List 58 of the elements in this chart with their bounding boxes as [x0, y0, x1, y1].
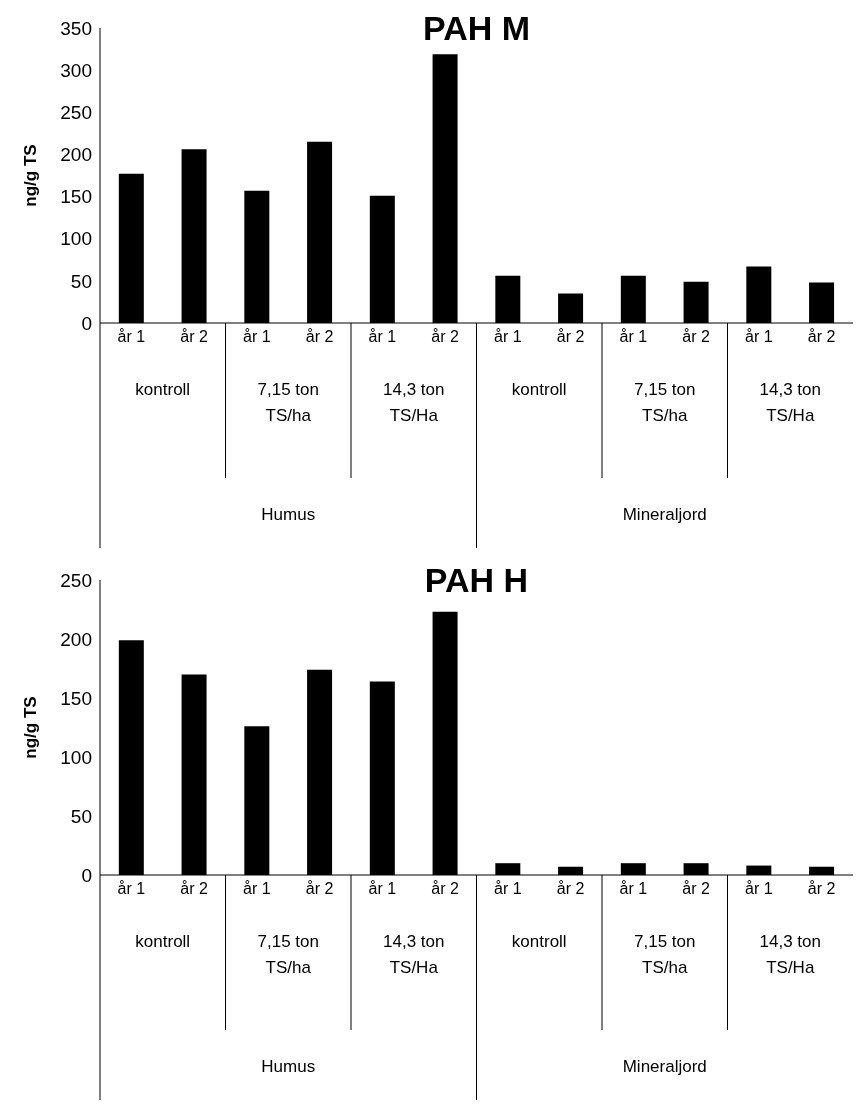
x-tick-label: år 1	[368, 328, 397, 346]
y-tick-label: 0	[81, 864, 92, 886]
y-tick-label: 200	[60, 144, 92, 166]
x-tick-label: år 2	[431, 328, 460, 346]
y-tick-label: 200	[60, 628, 92, 650]
text: Humus	[261, 1057, 316, 1076]
x-tick-label: år 1	[494, 880, 522, 898]
x-tick-label: år 1	[243, 880, 271, 898]
y-axis-title: ng/g TS	[21, 696, 41, 759]
chart-title: PAH M	[422, 8, 531, 48]
y-tick-label: 150	[60, 186, 92, 208]
y-tick-label: 150	[60, 687, 92, 709]
x-tick-label: år 2	[431, 880, 460, 898]
text: 7,15 ton TS/ha	[634, 932, 696, 977]
x-tick-label: år 2	[180, 880, 209, 898]
x-tick-label: år 1	[117, 328, 146, 346]
x-tick-label: år 2	[305, 880, 334, 898]
x-tick-label: år 1	[368, 880, 397, 898]
x-tick-label: år 1	[745, 880, 773, 898]
y-tick-label: 100	[60, 746, 92, 768]
y-tick-label: 300	[60, 59, 92, 81]
text: 7,15 ton TS/ha	[634, 380, 696, 425]
text: 7,15 ton TS/ha	[257, 380, 319, 425]
text: 7,15 ton TS/ha	[257, 932, 319, 977]
text: kontroll	[135, 380, 191, 399]
y-tick-label: 0	[81, 312, 92, 334]
y-tick-label: 350	[60, 17, 92, 39]
y-tick-label: 250	[60, 102, 92, 124]
text: 14,3 ton TS/Ha	[383, 932, 445, 977]
text: 14,3 ton TS/Ha	[759, 932, 821, 977]
x-tick-label: år 1	[619, 880, 648, 898]
x-tick-label: år 2	[556, 880, 585, 898]
x-tick-label: år 2	[180, 328, 209, 346]
y-tick-label: 50	[70, 270, 92, 292]
x-tick-label: år 1	[243, 328, 271, 346]
y-axis-title: ng/g TS	[21, 144, 41, 207]
x-tick-label: år 1	[494, 328, 522, 346]
x-tick-label: år 1	[745, 328, 773, 346]
text: 14,3 ton TS/Ha	[383, 380, 445, 425]
x-tick-label: år 2	[305, 328, 334, 346]
x-tick-label: år 1	[117, 880, 146, 898]
x-tick-label: år 2	[682, 328, 711, 346]
y-tick-label: 250	[60, 569, 92, 591]
x-tick-label: år 2	[807, 880, 836, 898]
text: Mineraljord	[622, 1057, 707, 1076]
text: kontroll	[511, 380, 567, 399]
text: kontroll	[511, 932, 567, 951]
y-tick-label: 100	[60, 228, 92, 250]
text: 14,3 ton TS/Ha	[759, 380, 821, 425]
x-tick-label: år 2	[556, 328, 585, 346]
chart-title: PAH H	[423, 560, 530, 600]
x-tick-label: år 2	[682, 880, 711, 898]
text: Humus	[261, 505, 316, 524]
x-tick-label: år 1	[619, 328, 648, 346]
text: kontroll	[135, 932, 191, 951]
x-tick-label: år 2	[807, 328, 836, 346]
y-tick-label: 50	[70, 805, 92, 827]
text: Mineraljord	[622, 505, 707, 524]
